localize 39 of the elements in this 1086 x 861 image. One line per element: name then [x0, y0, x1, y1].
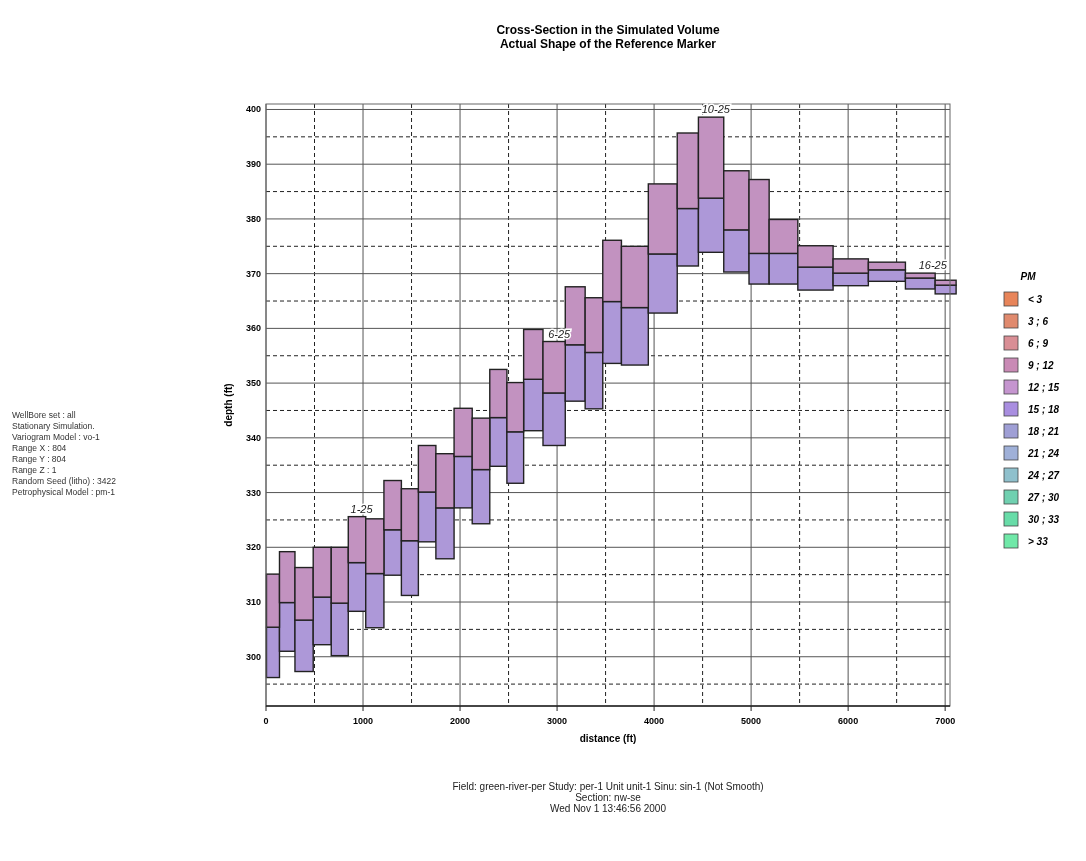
y-tick-label: 330 [245, 487, 261, 498]
x-tick-label: 5000 [741, 716, 762, 726]
y-tick-label: 310 [245, 597, 261, 608]
text: PM [1020, 271, 1037, 282]
category-label: 24 ; 27 [1027, 470, 1060, 481]
category-label: 12 ; 15 [1028, 382, 1060, 393]
y-tick-label: 390 [245, 159, 261, 170]
x-axis-title: distance (ft) [579, 733, 637, 744]
x-tick-label: 2000 [450, 716, 471, 726]
category-label: < 3 [1028, 294, 1043, 305]
category-label: 21 ; 24 [1027, 448, 1060, 459]
y-tick-label: 370 [245, 268, 261, 279]
category-label: 3 ; 6 [1028, 316, 1049, 327]
annotation: 1-25 [350, 502, 374, 515]
category-label: 30 ; 33 [1028, 514, 1060, 525]
chart-title: Cross-Section in the Simulated Volume Actual Shape of the Reference Marker [496, 23, 720, 51]
x-tick-label: 6000 [838, 716, 859, 726]
x-tick-label: 0 [263, 716, 269, 726]
category-label: 9 ; 12 [1028, 360, 1055, 371]
y-axis-title: depth (ft) [223, 383, 234, 427]
annotation: 16-25 [918, 259, 948, 272]
category-label: 27 ; 30 [1027, 492, 1060, 503]
y-tick-label: 340 [245, 432, 261, 443]
text: Field: green-river-per Study: per-1 Unit unit-1 Sinu: sin-1 (Not Smooth) Section: nw-se Wed Nov 1 13:46:56 2000 [452, 781, 764, 814]
y-tick-label: 350 [245, 378, 261, 389]
category-label: 15 ; 18 [1028, 404, 1060, 415]
y-tick-label: 360 [245, 323, 261, 334]
y-tick-label: 400 [245, 104, 261, 115]
category-label: 6 ; 9 [1028, 338, 1049, 349]
x-tick-label: 4000 [644, 716, 665, 726]
y-tick-label: 300 [245, 651, 261, 662]
x-tick-label: 3000 [547, 716, 568, 726]
text: WellBore set : all Stationary Simulation. Variogram Model : vo-1 Range X : 804 Range Y : 804 Range Z : 1 Random Seed (litho) : 3422 Petrophysical Model : pm-1 [12, 410, 117, 497]
x-tick-label: 7000 [935, 716, 956, 726]
category-label: > 33 [1028, 536, 1049, 547]
x-tick-label: 1000 [353, 716, 374, 726]
y-tick-label: 320 [245, 542, 261, 553]
category-label: 18 ; 21 [1028, 426, 1060, 437]
y-tick-label: 380 [245, 213, 261, 224]
